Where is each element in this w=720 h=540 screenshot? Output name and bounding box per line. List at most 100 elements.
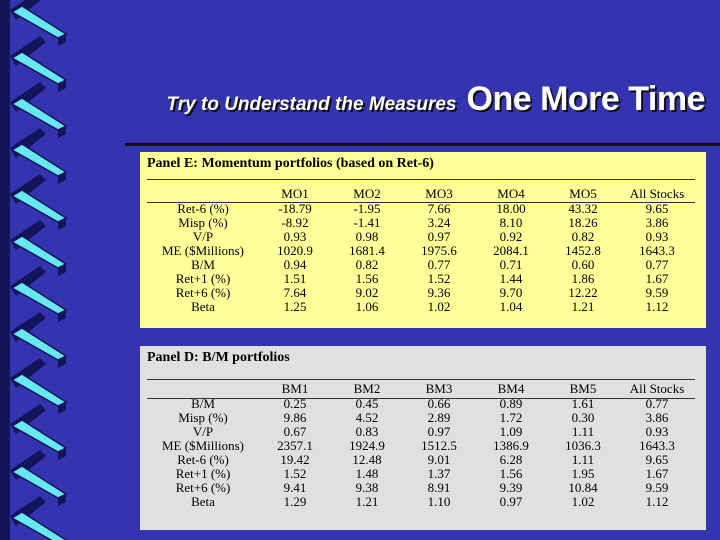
table-cell: 1.12	[645, 299, 669, 314]
table-cell: 1.02	[427, 299, 451, 314]
table-cell: 9.86	[283, 410, 307, 425]
table-cell: 8.91	[427, 480, 451, 495]
table-cell: 0.82	[355, 257, 379, 272]
row-label: Ret+6 (%)	[175, 285, 231, 300]
table-cell: 1924.9	[349, 438, 385, 453]
row-label: B/M	[191, 257, 215, 272]
table-row: Ret+6 (%) 9.41 9.38 8.91 9.39 10.84 9.59	[147, 481, 695, 495]
table-cell: 1.25	[283, 299, 307, 314]
table-cell: 0.89	[499, 396, 523, 411]
panel-d-col-header: BM4	[497, 381, 525, 396]
table-cell: 1643.3	[639, 438, 675, 453]
table-row: Ret+1 (%) 1.51 1.56 1.52 1.44 1.86 1.67	[147, 272, 695, 286]
table-cell: 1.29	[283, 494, 307, 509]
table-cell: 9.36	[427, 285, 451, 300]
table-cell: 1.06	[355, 299, 379, 314]
table-row: Ret+1 (%) 1.52 1.48 1.37 1.56 1.95 1.67	[147, 467, 695, 481]
table-row: ME ($Millions) 1020.9 1681.4 1975.6 2084.1 14…	[147, 244, 695, 258]
table-cell: 9.59	[645, 285, 669, 300]
table-cell: 1.67	[645, 466, 669, 481]
panel-e-table: MO1 MO2 MO3 MO4 MO5 All Stocks Ret-6 (%)…	[147, 187, 695, 314]
table-cell: 7.66	[427, 201, 451, 216]
table-cell: 9.41	[283, 480, 307, 495]
panel-e-col-header: MO2	[353, 186, 381, 201]
table-row: Misp (%) 9.86 4.52 2.89 1.72 0.30 3.86	[147, 411, 695, 425]
table-cell: 19.42	[280, 452, 310, 467]
table-cell: 0.66	[427, 396, 451, 411]
table-cell: 3.86	[645, 410, 669, 425]
row-label: Ret+6 (%)	[175, 480, 231, 495]
panel-d-top-rule	[147, 379, 695, 380]
decorative-ribbon	[0, 0, 68, 540]
table-cell: 1.51	[283, 271, 307, 286]
slide-title: Try to Understand the Measures One More …	[120, 80, 705, 125]
table-cell: 0.97	[427, 229, 451, 244]
table-cell: 10.84	[568, 480, 598, 495]
panel-d-corner	[147, 382, 259, 397]
table-cell: 3.24	[427, 215, 451, 230]
panel-d-col-header: BM5	[569, 381, 597, 396]
table-cell: 0.30	[571, 410, 595, 425]
table-cell: 0.45	[355, 396, 379, 411]
table-cell: 9.59	[645, 480, 669, 495]
table-row: Beta 1.25 1.06 1.02 1.04 1.21 1.12	[147, 300, 695, 314]
table-cell: 0.93	[645, 229, 669, 244]
panel-d-title-label: Panel D:	[147, 350, 199, 365]
table-cell: 12.48	[352, 452, 382, 467]
table-cell: 9.38	[355, 480, 379, 495]
row-label: Ret+1 (%)	[175, 271, 231, 286]
table-cell: 1.56	[499, 466, 523, 481]
table-cell: 0.67	[283, 424, 307, 439]
panel-d-header-row: BM1 BM2 BM3 BM4 BM5 All Stocks	[147, 382, 695, 397]
table-cell: 0.92	[499, 229, 523, 244]
table-cell: 2084.1	[493, 243, 529, 258]
row-label: ME ($Millions)	[162, 438, 244, 453]
table-cell: 9.01	[427, 452, 451, 467]
panel-d-title: Panel D: B/M portfolios	[147, 350, 290, 366]
row-label: Misp (%)	[178, 215, 228, 230]
table-cell: 9.65	[645, 201, 669, 216]
table-cell: 1.48	[355, 466, 379, 481]
table-cell: 7.64	[283, 285, 307, 300]
panel-d-col-header: BM3	[425, 381, 453, 396]
table-cell: 8.10	[499, 215, 523, 230]
row-label: Ret-6 (%)	[177, 201, 229, 216]
row-label: Ret+1 (%)	[175, 466, 231, 481]
table-cell: 0.25	[283, 396, 307, 411]
slide-title-part1: Try to Understand the Measures	[166, 94, 457, 115]
table-row: Beta 1.29 1.21 1.10 0.97 1.02 1.12	[147, 495, 695, 509]
table-cell: 18.00	[496, 201, 526, 216]
table-cell: 1.02	[571, 494, 595, 509]
table-cell: 9.70	[499, 285, 523, 300]
panel-d-table: BM1 BM2 BM3 BM4 BM5 All Stocks B/M 0.25 0.…	[147, 382, 695, 509]
row-label: Ret-6 (%)	[177, 452, 229, 467]
table-cell: 0.83	[355, 424, 379, 439]
table-cell: 9.02	[355, 285, 379, 300]
panel-e-header-rule	[147, 202, 695, 203]
table-cell: 1.37	[427, 466, 451, 481]
row-label: Beta	[191, 299, 215, 314]
panel-e-col-header: MO1	[281, 186, 309, 201]
table-cell: 1.09	[499, 424, 523, 439]
table-cell: 0.77	[427, 257, 451, 272]
table-cell: -8.92	[281, 215, 309, 230]
table-cell: 6.28	[499, 452, 523, 467]
table-cell: 1975.6	[421, 243, 457, 258]
panel-d-title-text: B/M portfolios	[202, 350, 290, 365]
table-cell: 1.67	[645, 271, 669, 286]
panel-e-top-rule	[147, 179, 695, 180]
table-cell: 0.82	[571, 229, 595, 244]
slide-title-part2: One More Time	[466, 80, 706, 118]
panel-d-col-header: BM2	[353, 381, 381, 396]
table-cell: 1.95	[571, 466, 595, 481]
panel-d-header-rule	[147, 398, 695, 399]
table-cell: 1.10	[427, 494, 451, 509]
table-cell: 1.04	[499, 299, 523, 314]
panel-e-col-header: All Stocks	[629, 186, 685, 201]
table-cell: 0.93	[283, 229, 307, 244]
row-label: V/P	[192, 229, 214, 244]
table-cell: 1681.4	[349, 243, 385, 258]
table-cell: 1.11	[571, 452, 595, 467]
table-cell: 0.93	[645, 424, 669, 439]
table-row: Ret-6 (%) -18.79 -1.95 7.66 18.00 43.32 9.65	[147, 202, 695, 216]
